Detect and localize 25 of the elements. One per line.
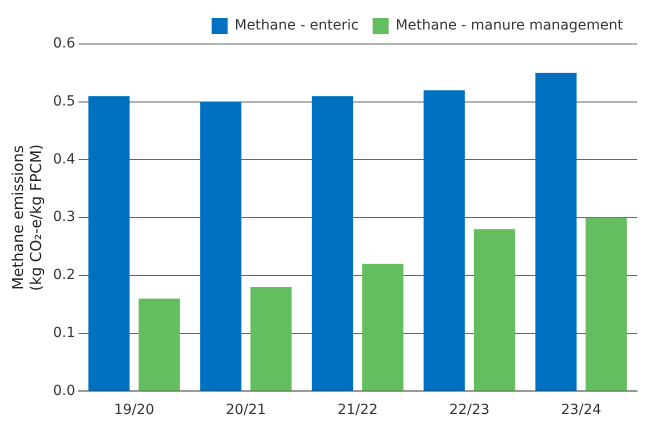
bar	[88, 96, 130, 391]
y-tick-label: 0.2	[53, 267, 76, 284]
y-tick-label: 0.4	[53, 151, 76, 168]
legend-label: Methane - manure management	[396, 18, 624, 34]
x-tick-label: 20/21	[226, 402, 266, 418]
x-tick-label: 22/23	[449, 402, 490, 418]
x-tick-label: 21/22	[337, 402, 378, 418]
x-tick-label: 23/24	[560, 402, 602, 418]
bar	[586, 218, 627, 391]
legend-label: Methane - enteric	[234, 18, 359, 34]
bar	[535, 72, 577, 391]
y-tick-label: 0.3	[53, 209, 76, 226]
y-tick-label: 0.0	[53, 382, 76, 399]
x-tick-label: 19/20	[114, 402, 154, 418]
bar	[474, 229, 516, 391]
bar	[362, 264, 404, 391]
y-tick-label: 0.6	[53, 36, 76, 52]
bar	[312, 96, 354, 391]
y-tick-label: 0.5	[53, 94, 76, 110]
bar	[250, 287, 292, 391]
bar	[424, 90, 465, 391]
y-tick-label: 0.1	[53, 324, 76, 341]
y-axis-title: Methane emissions (kg CO₂-e/kg FPCM)	[8, 144, 45, 291]
bar	[200, 102, 242, 391]
bar	[138, 298, 180, 391]
